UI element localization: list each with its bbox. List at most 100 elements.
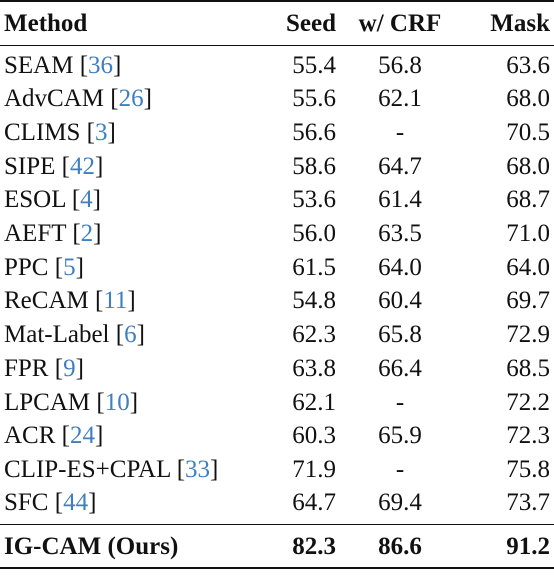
- citation-link[interactable]: 5: [63, 253, 76, 281]
- method-cell: SFC [44]: [4, 488, 97, 516]
- mask-cell: 72.3: [506, 422, 550, 450]
- citation-link[interactable]: 24: [69, 422, 95, 450]
- seed-cell: 58.6: [292, 152, 336, 180]
- citation-link[interactable]: 26: [118, 85, 144, 113]
- seed-cell: 71.9: [292, 455, 336, 483]
- table-body: SEAM [36] 55.4 56.8 63.6 AdvCAM [26] 55.6 62.1…: [0, 45, 554, 524]
- citation-link[interactable]: 11: [103, 287, 128, 315]
- method-cell: ESOL [4]: [4, 186, 101, 214]
- crf-cell: -: [395, 388, 405, 416]
- mask-cell: 68.0: [506, 85, 550, 113]
- crf-cell: 64.0: [378, 253, 422, 281]
- method-name: ACR: [4, 422, 56, 450]
- method-name: AdvCAM: [4, 85, 105, 113]
- method-name: LPCAM: [4, 388, 91, 416]
- crf-cell: 64.7: [378, 152, 422, 180]
- seed-cell: 54.8: [292, 287, 336, 315]
- final-crf: 86.6: [338, 523, 462, 570]
- seed-cell: 56.6: [292, 119, 336, 147]
- citation-link[interactable]: 44: [63, 488, 89, 516]
- method-name: Mat-Label: [4, 321, 110, 349]
- method-name: ESOL: [4, 186, 66, 214]
- method-name: SFC: [4, 488, 49, 516]
- mask-cell: 64.0: [506, 253, 550, 281]
- final-seed: 82.3: [254, 523, 338, 570]
- mask-cell: 75.8: [506, 455, 550, 483]
- method-name: SEAM: [4, 52, 74, 80]
- seed-cell: 63.8: [292, 354, 336, 382]
- citation-link[interactable]: 2: [80, 220, 94, 248]
- mask-cell: 68.5: [506, 354, 550, 382]
- seed-cell: 53.6: [292, 186, 336, 214]
- method-cell: CLIMS [3]: [4, 119, 116, 147]
- method-name: PPC: [4, 253, 49, 281]
- mask-cell: 68.0: [506, 152, 550, 180]
- final-method: IG-CAM (Ours): [0, 523, 254, 570]
- citation-link[interactable]: 9: [63, 354, 76, 382]
- mask-cell: 63.6: [506, 52, 550, 80]
- header-method: Method: [0, 1, 254, 46]
- method-name: FPR: [4, 354, 49, 382]
- crf-cell: 63.5: [378, 220, 422, 248]
- method-name: CLIMS: [4, 119, 81, 147]
- crf-cell: -: [395, 455, 405, 483]
- method-cell: SIPE [42]: [4, 152, 104, 180]
- crf-cell: 69.4: [378, 488, 422, 516]
- table-row: Mat-Label [6] 62.3 65.8 72.9: [0, 318, 554, 352]
- table-row: PPC [5] 61.5 64.0 64.0: [0, 250, 554, 284]
- seed-cell: 55.4: [292, 52, 336, 80]
- table-row: AdvCAM [26] 55.6 62.1 68.0: [0, 82, 554, 116]
- method-cell: AdvCAM [26]: [4, 85, 152, 113]
- citation-link[interactable]: 3: [94, 119, 108, 147]
- method-cell: FPR [9]: [4, 354, 84, 382]
- method-cell: CLIP-ES+CPAL [33]: [4, 455, 219, 483]
- seed-cell: 62.3: [292, 321, 336, 349]
- crf-cell: 56.8: [378, 52, 422, 80]
- final-mask: 91.2: [462, 523, 554, 570]
- table-row: CLIMS [3] 56.6 - 70.5: [0, 116, 554, 150]
- method-name: CLIP-ES+CPAL: [4, 455, 171, 483]
- table-row: CLIP-ES+CPAL [33] 71.9 - 75.8: [0, 453, 554, 487]
- table-row: LPCAM [10] 62.1 - 72.2: [0, 385, 554, 419]
- method-cell: ReCAM [11]: [4, 287, 136, 315]
- crf-cell: 65.8: [378, 321, 422, 349]
- citation-link[interactable]: 10: [104, 388, 130, 416]
- mask-cell: 69.7: [506, 287, 550, 315]
- crf-cell: 61.4: [378, 186, 422, 214]
- seed-cell: 61.5: [292, 253, 336, 281]
- method-cell: LPCAM [10]: [4, 388, 139, 416]
- method-cell: Mat-Label [6]: [4, 321, 145, 349]
- crf-cell: -: [395, 119, 405, 147]
- final-row: IG-CAM (Ours) 82.3 86.6 91.2: [0, 523, 554, 570]
- table-row: ACR [24] 60.3 65.9 72.3: [0, 419, 554, 453]
- table-row: AEFT [2] 56.0 63.5 71.0: [0, 217, 554, 251]
- method-cell: PPC [5]: [4, 253, 84, 281]
- header-mask: Mask: [462, 1, 554, 46]
- mask-cell: 71.0: [506, 220, 550, 248]
- crf-cell: 66.4: [378, 354, 422, 382]
- seed-cell: 55.6: [292, 85, 336, 113]
- method-cell: SEAM [36]: [4, 52, 122, 80]
- citation-link[interactable]: 36: [88, 52, 114, 80]
- citation-link[interactable]: 6: [124, 321, 137, 349]
- header-seed: Seed: [254, 1, 338, 46]
- crf-cell: 65.9: [378, 422, 422, 450]
- table-row: SIPE [42] 58.6 64.7 68.0: [0, 149, 554, 183]
- method-cell: AEFT [2]: [4, 220, 102, 248]
- citation-link[interactable]: 33: [185, 455, 211, 483]
- method-name: ReCAM: [4, 287, 89, 315]
- seed-cell: 56.0: [292, 220, 336, 248]
- citation-link[interactable]: 42: [69, 152, 95, 180]
- seed-cell: 64.7: [292, 488, 336, 516]
- method-cell: ACR [24]: [4, 422, 104, 450]
- header-row: Method Seed w/ CRF Mask: [0, 1, 554, 46]
- citation-link[interactable]: 4: [80, 186, 93, 214]
- mask-cell: 72.9: [506, 321, 550, 349]
- table-row: ReCAM [11] 54.8 60.4 69.7: [0, 284, 554, 318]
- method-name: SIPE: [4, 152, 56, 180]
- mask-cell: 70.5: [506, 119, 550, 147]
- seed-cell: 62.1: [292, 388, 336, 416]
- header-crf: w/ CRF: [338, 1, 462, 46]
